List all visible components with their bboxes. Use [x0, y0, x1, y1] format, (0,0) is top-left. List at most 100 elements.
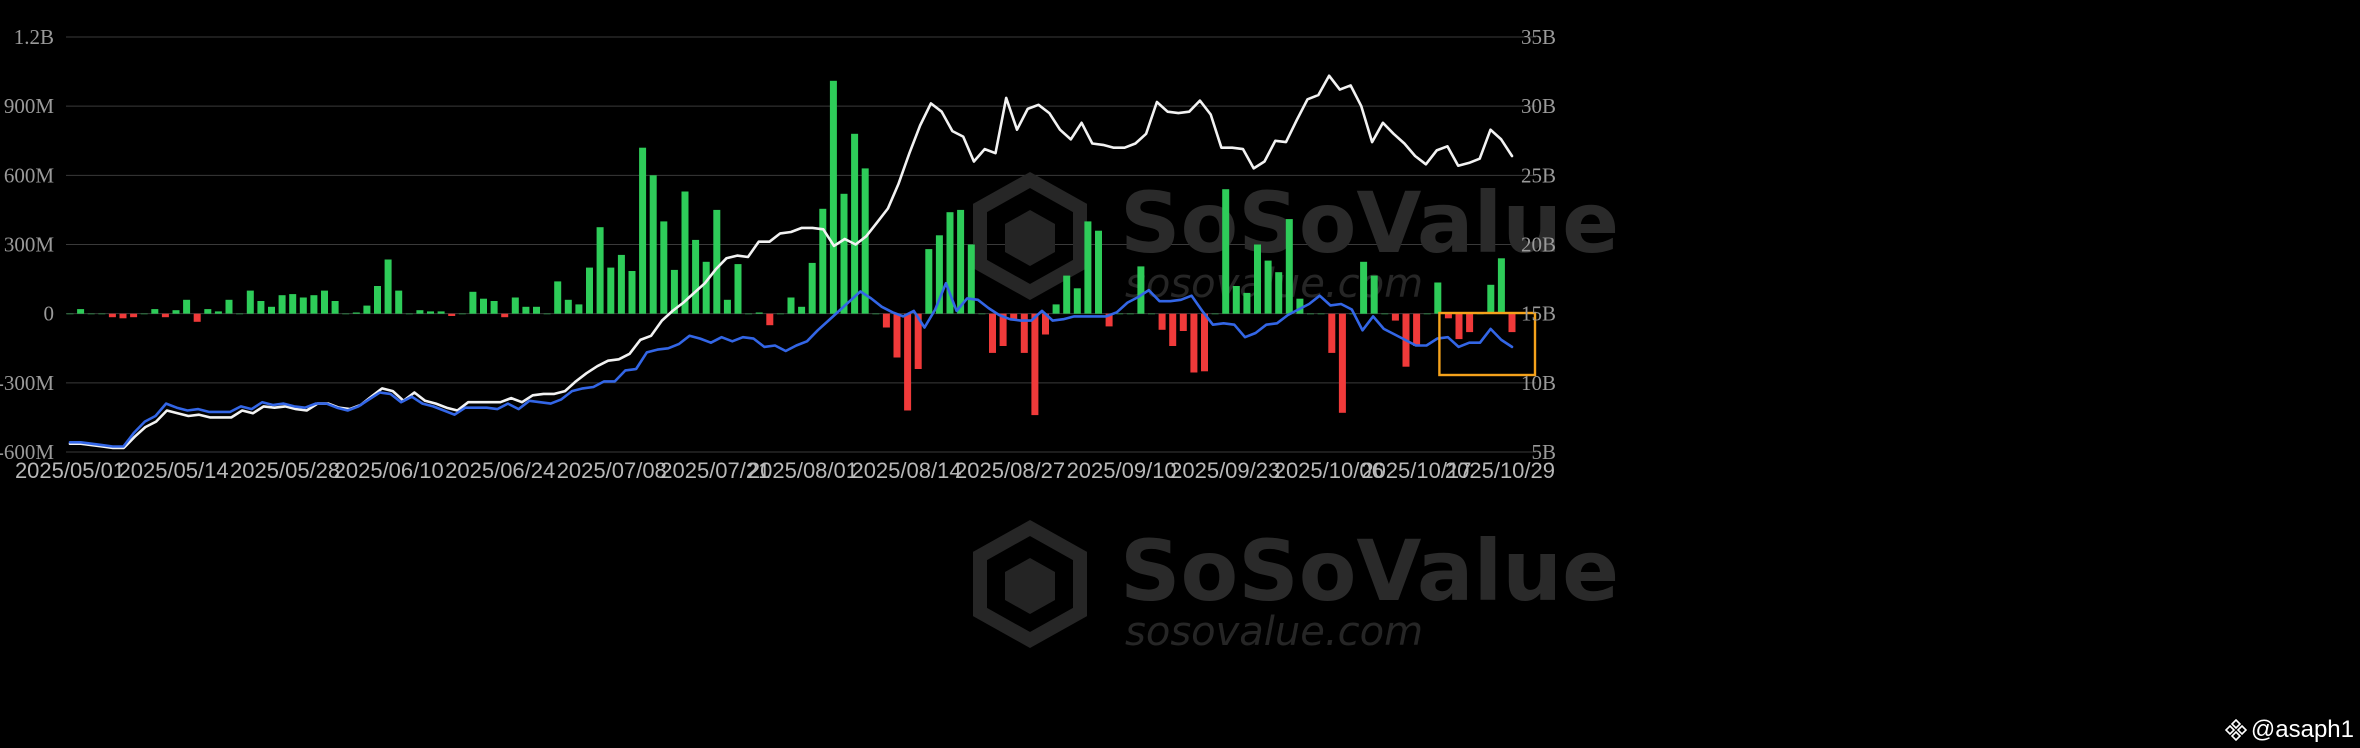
x-tick-label: 2025/10/06 — [1274, 458, 1384, 483]
y-right-tick-label: 15B — [1521, 302, 1556, 326]
flow-bar — [77, 309, 85, 314]
flow-bar — [458, 313, 466, 315]
flow-bar — [1243, 292, 1251, 314]
flow-bar — [819, 208, 827, 314]
flow-bar — [1137, 266, 1145, 314]
x-tick-label: 2025/08/01 — [748, 458, 858, 483]
flow-bar — [1073, 288, 1081, 314]
flow-bar — [776, 313, 784, 315]
flow-bar — [893, 313, 901, 358]
y-axis-right: 35B 30B 25B 20B 15B 10B 5B — [1521, 25, 1556, 464]
x-tick-label: 2025/06/10 — [334, 458, 444, 483]
y-right-tick-label: 35B — [1521, 25, 1556, 49]
flow-bar — [851, 133, 859, 314]
flow-bar — [914, 313, 922, 369]
flow-bar — [607, 267, 615, 314]
flow-bar — [130, 313, 138, 318]
flow-bar — [511, 297, 519, 314]
flow-bar — [1211, 313, 1219, 315]
flow-bar — [1169, 313, 1177, 346]
flow-bar — [999, 313, 1007, 346]
flow-bar — [596, 227, 604, 314]
flow-bar — [1296, 298, 1304, 314]
flow-bar — [639, 147, 647, 314]
x-tick-label: 2025/10/29 — [1445, 458, 1555, 483]
flow-bar — [628, 271, 636, 314]
x-tick-label: 2025/08/27 — [955, 458, 1065, 483]
y-right-tick-label: 25B — [1521, 163, 1556, 187]
y-left-tick-label: 0 — [44, 302, 55, 326]
y-left-tick-label: 300M — [4, 233, 55, 257]
y-left-tick-label: -300M — [0, 371, 54, 395]
flow-bar — [225, 299, 233, 314]
flow-bar — [1126, 313, 1134, 315]
flow-bar — [363, 305, 371, 314]
flow-bar — [1116, 313, 1124, 315]
flow-bar — [66, 313, 74, 315]
flow-bar — [882, 313, 890, 328]
flow-bar — [98, 313, 106, 315]
flow-bar — [925, 249, 933, 314]
y-left-tick-label: 1.2B — [14, 25, 54, 49]
flow-bar — [374, 286, 381, 314]
flow-bar — [1455, 313, 1463, 340]
y-right-tick-label: 20B — [1521, 233, 1556, 257]
flow-bar — [204, 309, 212, 314]
flow-bar — [543, 313, 551, 315]
flow-bar — [1201, 313, 1208, 372]
flow-bar — [437, 311, 445, 314]
flow-bar — [1391, 313, 1399, 321]
watermark-brand: SoSoValue — [1120, 522, 1619, 620]
flow-bar — [978, 313, 986, 315]
watermark-brand: SoSoValue — [1120, 174, 1619, 272]
flow-bars — [66, 80, 1516, 416]
x-tick-label: 2025/05/14 — [119, 458, 229, 483]
flow-bar — [967, 244, 975, 314]
x-tick-label: 2025/09/10 — [1067, 458, 1177, 483]
flow-bar — [935, 235, 943, 314]
flow-bar — [310, 295, 318, 314]
flow-bar — [140, 313, 148, 315]
flow-bar — [1413, 313, 1421, 346]
flow-bar — [755, 312, 763, 314]
flow-bar — [1042, 313, 1049, 335]
flow-bar — [1105, 313, 1113, 327]
flow-bar — [405, 313, 413, 315]
flow-bar — [564, 299, 572, 314]
flow-bar — [1275, 272, 1283, 314]
flow-bar — [1370, 275, 1378, 314]
y-right-tick-label: 5B — [1531, 440, 1556, 464]
flow-bar — [989, 313, 996, 353]
flow-bar — [533, 306, 540, 314]
y-right-tick-label: 10B — [1521, 371, 1556, 395]
y-left-tick-label: 900M — [4, 94, 55, 118]
watermark-domain: sosovalue.com — [1125, 609, 1423, 655]
flow-bar — [1031, 313, 1039, 416]
flow-bar — [416, 310, 424, 314]
flow-bar — [119, 313, 127, 319]
x-tick-label: 2025/10/17 — [1361, 458, 1471, 483]
flow-bar — [766, 313, 774, 326]
flow-bar — [1497, 258, 1505, 314]
y-left-tick-label: -600M — [0, 440, 54, 464]
flow-bar — [172, 310, 180, 314]
flow-bar — [872, 313, 880, 315]
series-lines — [68, 74, 1514, 450]
flow-bar — [427, 311, 434, 314]
flow-bar — [469, 291, 477, 314]
flow-bar — [1232, 286, 1240, 314]
flow-bar — [1328, 313, 1336, 353]
flow-bar — [1222, 189, 1230, 314]
flow-bar — [1360, 261, 1368, 314]
flow-bar — [798, 306, 806, 314]
x-tick-label: 2025/07/08 — [557, 458, 667, 483]
flow-bar — [713, 209, 721, 314]
x-tick-label: 2025/05/01 — [15, 458, 125, 483]
credit: @asaph1 — [2224, 716, 2354, 744]
x-tick-label: 2025/07/21 — [660, 458, 770, 483]
flow-bar — [522, 306, 530, 314]
flow-bar — [161, 313, 169, 318]
flow-bar — [236, 313, 244, 315]
flow-bar — [448, 313, 456, 316]
